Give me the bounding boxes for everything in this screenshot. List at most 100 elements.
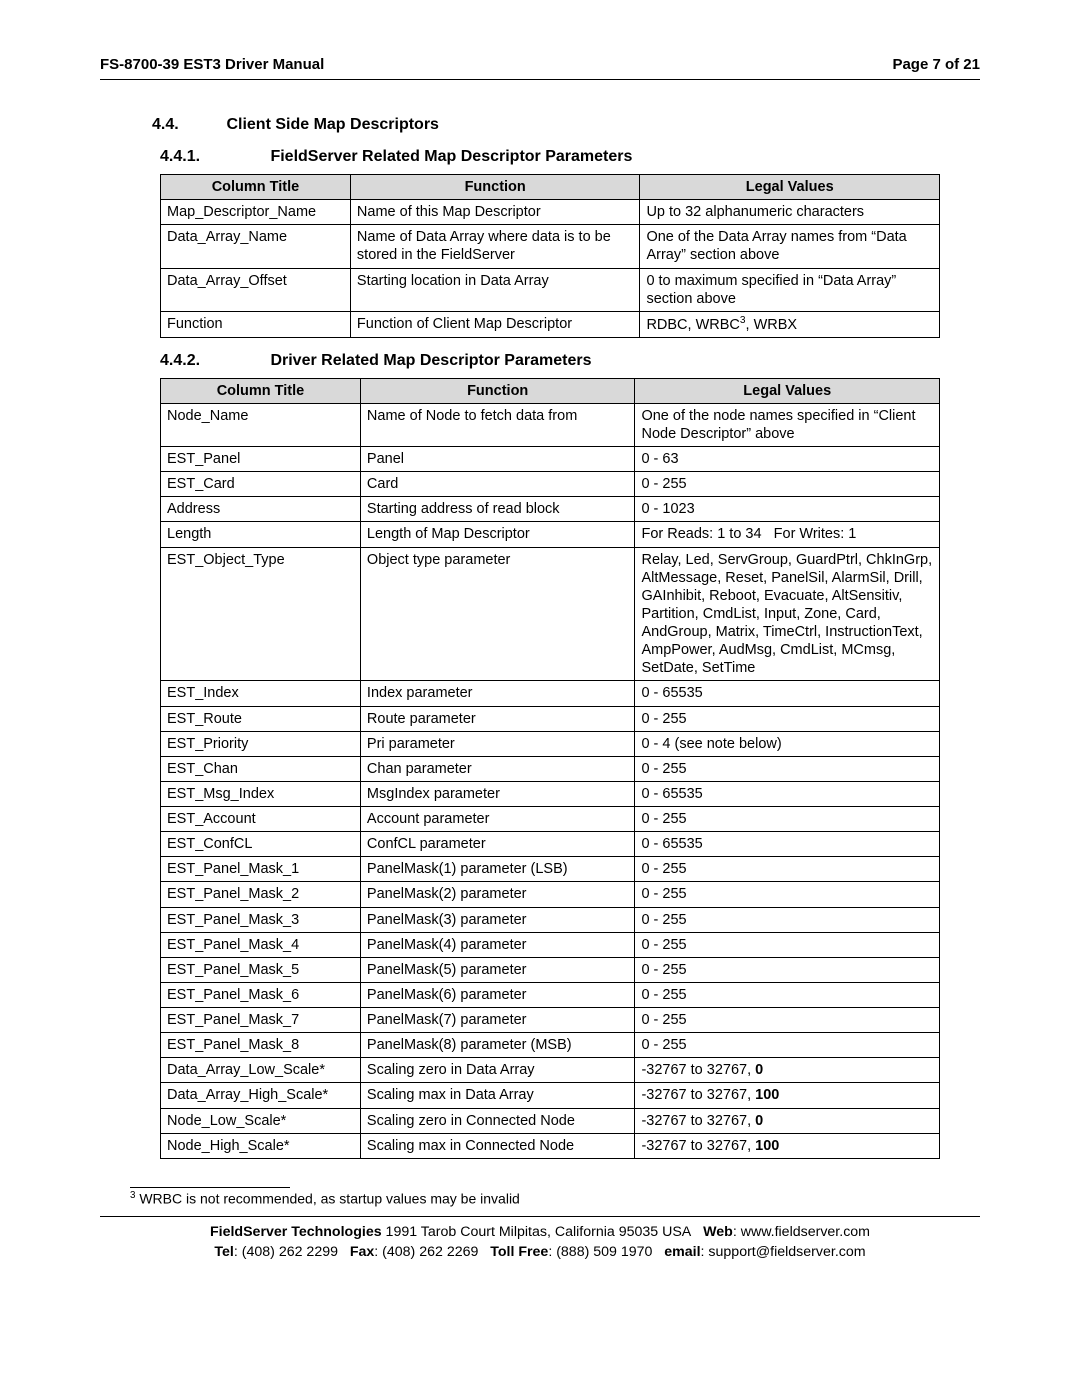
table-cell: PanelMask(4) parameter <box>360 932 635 957</box>
table-cell: -32767 to 32767, 100 <box>635 1133 940 1158</box>
table-cell: EST_Panel_Mask_5 <box>161 957 361 982</box>
section-num: 4.4. <box>152 116 222 134</box>
table-cell: EST_Chan <box>161 756 361 781</box>
subsection-2-num: 4.4.2. <box>160 352 266 370</box>
table-cell: 0 - 65535 <box>635 781 940 806</box>
table-row: EST_Object_TypeObject type parameterRela… <box>161 547 940 681</box>
table-cell: EST_Panel_Mask_4 <box>161 932 361 957</box>
table-row: Data_Array_Low_Scale*Scaling zero in Dat… <box>161 1058 940 1083</box>
table-header-row: Column Title Function Legal Values <box>161 378 940 403</box>
table-cell: One of the Data Array names from “Data A… <box>640 225 940 268</box>
table-cell: Up to 32 alphanumeric characters <box>640 200 940 225</box>
table-cell: EST_Panel <box>161 447 361 472</box>
table-cell: EST_Panel_Mask_7 <box>161 1008 361 1033</box>
table-row: EST_Msg_IndexMsgIndex parameter0 - 65535 <box>161 781 940 806</box>
table-cell: 0 - 255 <box>635 1033 940 1058</box>
table-cell: Scaling max in Data Array <box>360 1083 635 1108</box>
table-cell: Function <box>161 311 351 337</box>
table-cell: EST_Panel_Mask_2 <box>161 882 361 907</box>
table-row: Node_Low_Scale*Scaling zero in Connected… <box>161 1108 940 1133</box>
table-cell: 0 - 255 <box>635 957 940 982</box>
table-cell: 0 - 255 <box>635 932 940 957</box>
table-body: Node_NameName of Node to fetch data from… <box>161 403 940 1158</box>
table-cell: 0 - 255 <box>635 1008 940 1033</box>
table-cell: Name of Data Array where data is to be s… <box>350 225 640 268</box>
table-fieldserver-params: Column Title Function Legal Values Map_D… <box>160 174 940 338</box>
table-cell: RDBC, WRBC3, WRBX <box>640 311 940 337</box>
table-cell: Pri parameter <box>360 731 635 756</box>
table-cell: -32767 to 32767, 100 <box>635 1083 940 1108</box>
table-row: EST_IndexIndex parameter0 - 65535 <box>161 681 940 706</box>
table-row: FunctionFunction of Client Map Descripto… <box>161 311 940 337</box>
table-cell: Chan parameter <box>360 756 635 781</box>
table-row: EST_Panel_Mask_2PanelMask(2) parameter0 … <box>161 882 940 907</box>
col-header: Function <box>360 378 635 403</box>
footnote: 3 WRBC is not recommended, as startup va… <box>130 1190 980 1207</box>
col-header: Column Title <box>161 378 361 403</box>
footer-line-1: FieldServer Technologies 1991 Tarob Cour… <box>100 1223 980 1242</box>
table-cell: EST_Account <box>161 807 361 832</box>
subsection-2-title: Driver Related Map Descriptor Parameters <box>270 352 591 369</box>
table-cell: EST_Panel_Mask_1 <box>161 857 361 882</box>
table-cell: 0 - 255 <box>635 756 940 781</box>
table-cell: PanelMask(2) parameter <box>360 882 635 907</box>
table-cell: Length <box>161 522 361 547</box>
table-row: Data_Array_OffsetStarting location in Da… <box>161 268 940 311</box>
table-row: AddressStarting address of read block0 -… <box>161 497 940 522</box>
table-cell: 0 - 63 <box>635 447 940 472</box>
table-cell: 0 - 255 <box>635 907 940 932</box>
table-cell: Data_Array_High_Scale* <box>161 1083 361 1108</box>
subsection-1-heading: 4.4.1. FieldServer Related Map Descripto… <box>160 148 980 166</box>
table-cell: Node_High_Scale* <box>161 1133 361 1158</box>
col-header: Legal Values <box>635 378 940 403</box>
table-row: LengthLength of Map DescriptorFor Reads:… <box>161 522 940 547</box>
table-cell: EST_ConfCL <box>161 832 361 857</box>
table-cell: Object type parameter <box>360 547 635 681</box>
table-row: Node_High_Scale*Scaling max in Connected… <box>161 1133 940 1158</box>
table-cell: One of the node names specified in “Clie… <box>635 403 940 446</box>
table-row: EST_PanelPanel0 - 63 <box>161 447 940 472</box>
table-cell: PanelMask(1) parameter (LSB) <box>360 857 635 882</box>
table-cell: ConfCL parameter <box>360 832 635 857</box>
table-cell: Index parameter <box>360 681 635 706</box>
table-cell: Account parameter <box>360 807 635 832</box>
table-cell: 0 to maximum specified in “Data Array” s… <box>640 268 940 311</box>
table-cell: Route parameter <box>360 706 635 731</box>
table-cell: Length of Map Descriptor <box>360 522 635 547</box>
table-cell: EST_Panel_Mask_3 <box>161 907 361 932</box>
table-row: EST_Panel_Mask_6PanelMask(6) parameter0 … <box>161 982 940 1007</box>
table-cell: PanelMask(3) parameter <box>360 907 635 932</box>
table-body: Map_Descriptor_NameName of this Map Desc… <box>161 200 940 338</box>
table-row: Data_Array_NameName of Data Array where … <box>161 225 940 268</box>
col-header: Function <box>350 175 640 200</box>
table-cell: Starting address of read block <box>360 497 635 522</box>
table-cell: Panel <box>360 447 635 472</box>
table-cell: 0 - 255 <box>635 807 940 832</box>
footer-line-2: Tel: (408) 262 2299 Fax: (408) 262 2269 … <box>100 1243 980 1262</box>
table-row: EST_Panel_Mask_1PanelMask(1) parameter (… <box>161 857 940 882</box>
table-cell: 0 - 1023 <box>635 497 940 522</box>
table-row: Data_Array_High_Scale*Scaling max in Dat… <box>161 1083 940 1108</box>
table-cell: -32767 to 32767, 0 <box>635 1058 940 1083</box>
table-cell: 0 - 4 (see note below) <box>635 731 940 756</box>
header-left: FS-8700-39 EST3 Driver Manual <box>100 56 324 73</box>
col-header: Legal Values <box>640 175 940 200</box>
table-cell: 0 - 255 <box>635 882 940 907</box>
table-row: Map_Descriptor_NameName of this Map Desc… <box>161 200 940 225</box>
table-cell: Scaling zero in Data Array <box>360 1058 635 1083</box>
table-cell: EST_Route <box>161 706 361 731</box>
table-cell: Node_Name <box>161 403 361 446</box>
table-cell: Node_Low_Scale* <box>161 1108 361 1133</box>
footer-rule <box>100 1216 980 1217</box>
table-cell: EST_Panel_Mask_8 <box>161 1033 361 1058</box>
table-cell: EST_Card <box>161 472 361 497</box>
table-cell: 0 - 255 <box>635 857 940 882</box>
subsection-1-num: 4.4.1. <box>160 148 266 166</box>
table-row: EST_ChanChan parameter0 - 255 <box>161 756 940 781</box>
table-row: EST_ConfCLConfCL parameter0 - 65535 <box>161 832 940 857</box>
table-cell: EST_Index <box>161 681 361 706</box>
table-cell: 0 - 65535 <box>635 832 940 857</box>
footnote-rule <box>130 1187 290 1188</box>
table-cell: 0 - 255 <box>635 982 940 1007</box>
page-footer: FieldServer Technologies 1991 Tarob Cour… <box>100 1223 980 1261</box>
